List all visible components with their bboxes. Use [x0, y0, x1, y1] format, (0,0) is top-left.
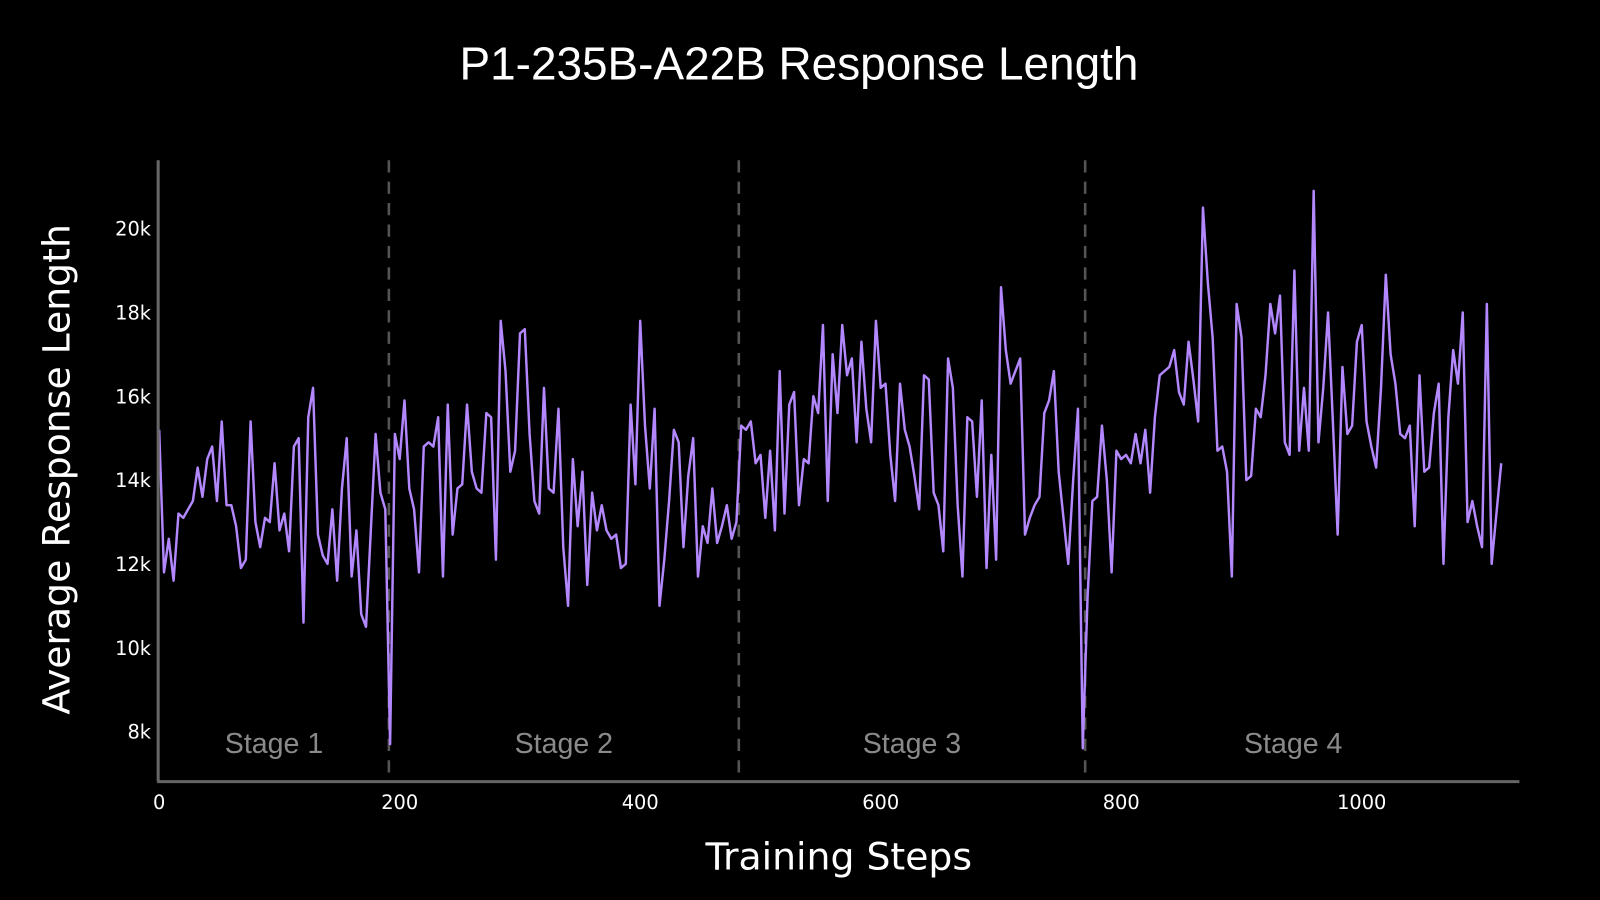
x-axis-title: Training Steps: [704, 834, 972, 878]
y-tick-label: 12k: [115, 553, 152, 576]
stage-label: Stage 2: [515, 728, 613, 760]
y-tick-label: 16k: [115, 385, 152, 408]
y-tick-label: 14k: [115, 469, 152, 492]
y-tick-label: 18k: [115, 302, 152, 325]
stage-label: Stage 1: [225, 728, 323, 760]
x-tick-label: 200: [381, 791, 418, 814]
x-ticks: 0 200 400 600 800 1000: [153, 791, 1386, 814]
series-line: [157, 189, 1503, 750]
stage-labels: Stage 1 Stage 2 Stage 3 Stage 4: [225, 728, 1343, 760]
x-tick-label: 0: [153, 791, 165, 814]
x-tick-label: 800: [1103, 791, 1140, 814]
x-tick-label: 1000: [1337, 791, 1386, 814]
y-ticks: 8k 10k 12k 14k 16k 18k 20k: [115, 218, 152, 744]
stage-label: Stage 4: [1244, 728, 1343, 760]
x-tick-label: 400: [622, 791, 659, 814]
y-tick-label: 20k: [115, 218, 152, 241]
y-tick-label: 8k: [127, 721, 151, 744]
x-tick-label: 600: [862, 791, 899, 814]
y-axis-title: Average Response Length: [34, 224, 78, 715]
y-tick-label: 10k: [115, 637, 152, 660]
chart-title: P1-235B-A22B Response Length: [460, 38, 1139, 90]
stage-label: Stage 3: [863, 728, 961, 760]
